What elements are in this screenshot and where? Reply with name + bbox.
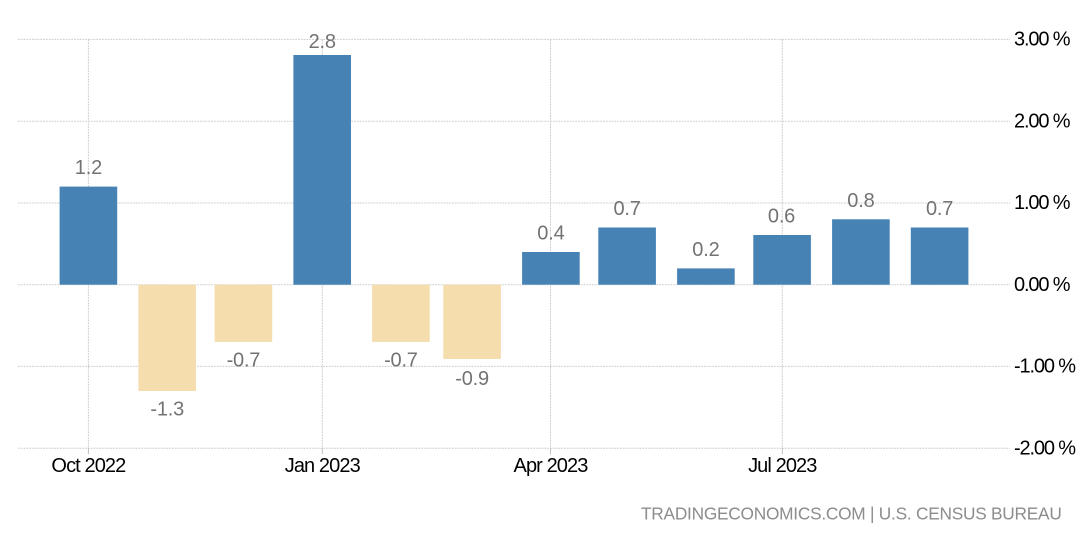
svg-text:3.00 %: 3.00 % (1014, 29, 1071, 51)
svg-text:0.2: 0.2 (692, 239, 719, 261)
svg-text:TRADINGECONOMICS.COM | U.S. CE: TRADINGECONOMICS.COM | U.S. CENSUS BUREA… (641, 504, 1062, 524)
svg-text:2.00 %: 2.00 % (1014, 110, 1071, 132)
svg-text:1.2: 1.2 (75, 157, 102, 179)
svg-text:Jan 2023: Jan 2023 (285, 455, 361, 477)
svg-text:0.00 %: 0.00 % (1014, 274, 1071, 296)
svg-text:0.6: 0.6 (768, 206, 795, 228)
svg-text:0.7: 0.7 (613, 198, 640, 220)
svg-text:2.8: 2.8 (309, 31, 336, 53)
svg-text:-0.9: -0.9 (455, 368, 489, 390)
svg-text:0.8: 0.8 (847, 190, 874, 212)
svg-text:Oct 2022: Oct 2022 (51, 455, 126, 477)
svg-text:1.00 %: 1.00 % (1014, 192, 1071, 214)
svg-text:0.7: 0.7 (926, 198, 953, 220)
svg-text:-0.7: -0.7 (227, 350, 261, 372)
svg-text:-1.00 %: -1.00 % (1014, 356, 1076, 378)
svg-text:-0.7: -0.7 (384, 350, 418, 372)
svg-text:-1.3: -1.3 (150, 399, 184, 421)
svg-text:-2.00 %: -2.00 % (1014, 437, 1076, 459)
svg-text:Jul 2023: Jul 2023 (748, 455, 817, 477)
svg-text:Apr 2023: Apr 2023 (514, 455, 589, 477)
svg-text:0.4: 0.4 (537, 223, 564, 245)
